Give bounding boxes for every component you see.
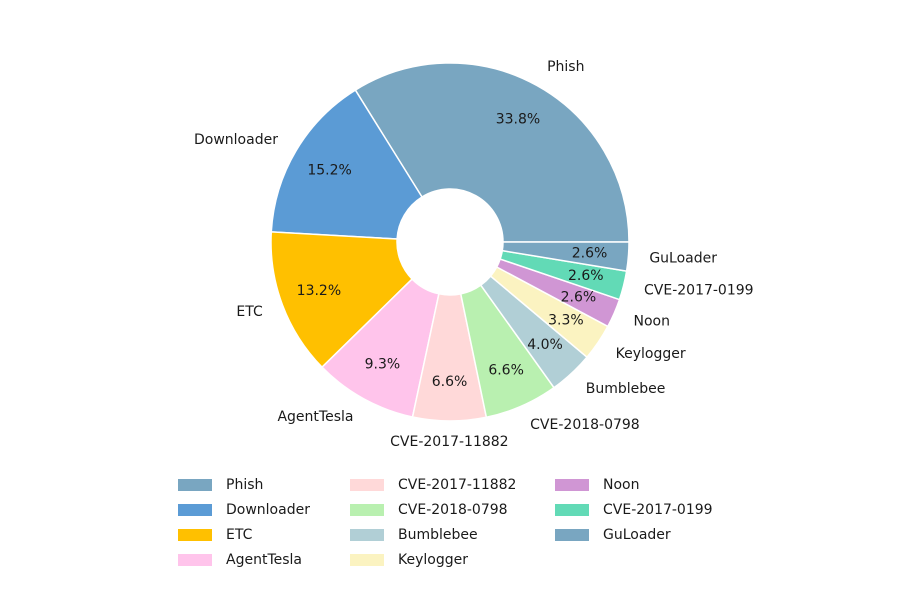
legend-item-guloader: GuLoader — [555, 524, 725, 545]
legend-label: Noon — [603, 476, 640, 493]
legend-item-downloader: Downloader — [178, 499, 350, 520]
legend-swatch — [555, 478, 589, 491]
pct-label-noon: 2.6% — [561, 290, 597, 306]
legend-item-cve-2018-0798: CVE-2018-0798 — [350, 499, 555, 520]
legend-label: CVE-2017-0199 — [603, 501, 713, 518]
legend-label: Keylogger — [398, 551, 468, 568]
category-labels-group: Phish Downloader ETC AgentTesla CVE-2017-118… — [194, 59, 754, 450]
slice-guloader — [501, 241, 630, 273]
legend-item-cve-2017-11882: CVE-2017-11882 — [350, 474, 555, 495]
legend-item-phish: Phish — [178, 474, 350, 495]
pct-label-cve-2017-11882: 6.6% — [432, 374, 468, 390]
pct-label-cve-2018-0798: 6.6% — [488, 362, 524, 378]
legend-swatch — [555, 528, 589, 541]
pct-label-keylogger: 3.3% — [548, 312, 584, 328]
legend-label: Downloader — [226, 501, 310, 518]
pct-label-guloader: 2.6% — [572, 245, 608, 261]
legend-swatch — [350, 503, 384, 516]
legend-swatch — [350, 478, 384, 491]
category-label-etc: ETC — [236, 304, 263, 320]
slice-phish — [354, 62, 630, 243]
donut-chart: 33.8%15.2%13.2%9.3%6.6%6.6%4.0%3.3%2.6%2… — [194, 59, 754, 450]
legend-swatch — [350, 528, 384, 541]
pct-label-etc: 13.2% — [297, 283, 341, 299]
legend-item-agenttesla: AgentTesla — [178, 549, 350, 570]
legend-swatch — [555, 503, 589, 516]
category-label-cve-2017-11882: CVE-2017-11882 — [390, 434, 508, 450]
pct-label-downloader: 15.2% — [307, 163, 351, 179]
legend-swatch — [178, 553, 212, 566]
legend-item-cve-2017-0199: CVE-2017-0199 — [555, 499, 725, 520]
legend-label: Phish — [226, 476, 264, 493]
legend-swatch — [178, 503, 212, 516]
pct-label-phish: 33.8% — [496, 112, 540, 128]
category-label-cve-2018-0798: CVE-2018-0798 — [530, 417, 640, 433]
pct-label-bumblebee: 4.0% — [527, 337, 563, 353]
legend-label: ETC — [226, 526, 253, 543]
legend-item-keylogger: Keylogger — [350, 549, 555, 570]
legend-item-etc: ETC — [178, 524, 350, 545]
legend-label: CVE-2018-0798 — [398, 501, 508, 518]
category-label-guloader: GuLoader — [649, 250, 717, 266]
slice-downloader — [270, 89, 424, 240]
category-label-noon: Noon — [633, 314, 669, 330]
pct-label-cve-2017-0199: 2.6% — [568, 268, 604, 284]
slice-etc — [270, 231, 414, 369]
legend-swatch — [350, 553, 384, 566]
category-label-agenttesla: AgentTesla — [277, 409, 353, 425]
percent-labels-group: 33.8%15.2%13.2%9.3%6.6%6.6%4.0%3.3%2.6%2… — [297, 112, 608, 390]
category-label-downloader: Downloader — [194, 132, 278, 148]
legend-item-bumblebee: Bumblebee — [350, 524, 555, 545]
legend-label: Bumblebee — [398, 526, 478, 543]
slices-group — [270, 62, 630, 422]
legend-label: CVE-2017-11882 — [398, 476, 517, 493]
legend-label: AgentTesla — [226, 551, 302, 568]
legend-swatch — [178, 528, 212, 541]
legend: Phish CVE-2017-11882 Noon Downloader CVE-201… — [178, 474, 738, 570]
category-label-bumblebee: Bumblebee — [586, 381, 666, 397]
legend-item-noon: Noon — [555, 474, 725, 495]
legend-label: GuLoader — [603, 526, 671, 543]
category-label-phish: Phish — [547, 59, 584, 75]
category-label-keylogger: Keylogger — [616, 346, 686, 362]
legend-swatch — [178, 478, 212, 491]
category-label-cve-2017-0199: CVE-2017-0199 — [644, 283, 754, 299]
pct-label-agenttesla: 9.3% — [365, 357, 401, 373]
